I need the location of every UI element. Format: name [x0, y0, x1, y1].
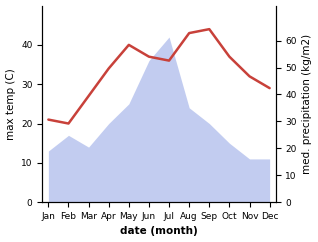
- Y-axis label: max temp (C): max temp (C): [5, 68, 16, 140]
- Y-axis label: med. precipitation (kg/m2): med. precipitation (kg/m2): [302, 34, 313, 174]
- X-axis label: date (month): date (month): [120, 227, 198, 236]
